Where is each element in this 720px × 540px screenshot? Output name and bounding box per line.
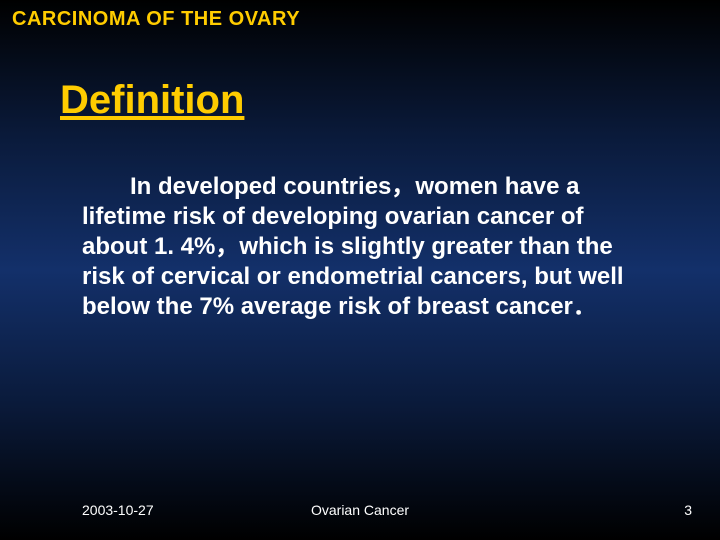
footer-date: 2003-10-27 <box>82 502 154 518</box>
body-paragraph: In developed countries，women have a life… <box>82 172 642 322</box>
slide-header: CARCINOMA OF THE OVARY <box>12 8 300 31</box>
section-title: Definition <box>60 78 244 123</box>
footer-center: Ovarian Cancer <box>311 502 409 518</box>
footer-page-number: 3 <box>684 502 692 518</box>
body-text-content: In developed countries，women have a life… <box>82 173 624 320</box>
